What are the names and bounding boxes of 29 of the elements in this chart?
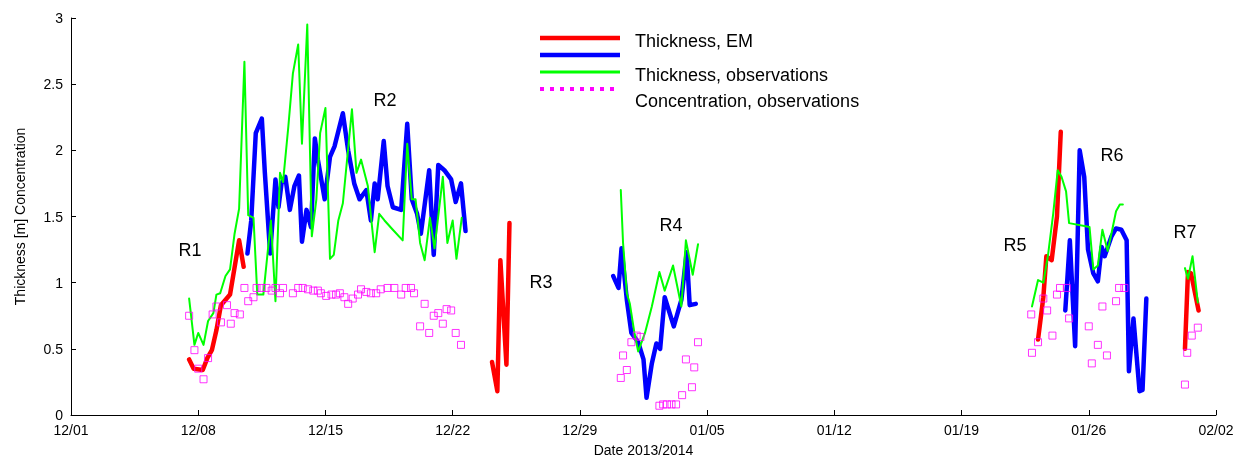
- x-tick-label: 02/02: [1198, 422, 1234, 438]
- y-axis-title: Thickness [m] Concentration: [12, 127, 28, 306]
- x-axis-title: Date 2013/2014: [593, 442, 694, 458]
- y-tick-label: 3: [55, 10, 64, 26]
- legend-label: Thickness, EM: [635, 31, 754, 51]
- y-tick-label: 1: [55, 274, 64, 291]
- annotation: R5: [1003, 235, 1027, 255]
- annotation: R2: [373, 90, 397, 110]
- annotation: R1: [178, 240, 202, 260]
- annotation: R7: [1173, 222, 1197, 242]
- legend-label: Thickness, observations: [635, 65, 829, 85]
- y-tick-label: 0.5: [43, 340, 64, 357]
- y-tick-label: 2: [55, 142, 64, 159]
- x-tick-label: 01/05: [689, 422, 725, 438]
- x-tick-label: 12/01: [53, 422, 89, 438]
- x-tick-label: 01/19: [944, 422, 980, 438]
- x-tick-label: 12/08: [180, 422, 216, 438]
- annotation: R3: [529, 272, 553, 292]
- x-tick-label: 01/12: [816, 422, 853, 438]
- x-tick-label: 12/15: [307, 422, 344, 438]
- x-tick-label: 12/22: [435, 422, 471, 438]
- x-tick-label: 01/26: [1071, 422, 1107, 438]
- y-tick-label: 2.5: [43, 76, 64, 93]
- legend-label: Concentration, observations: [635, 91, 860, 111]
- annotation: R6: [1100, 145, 1124, 165]
- y-tick-label: 1.5: [43, 208, 64, 225]
- annotation: R4: [659, 215, 683, 235]
- x-tick-label: 12/29: [562, 422, 598, 438]
- y-tick-label: 0: [55, 407, 64, 423]
